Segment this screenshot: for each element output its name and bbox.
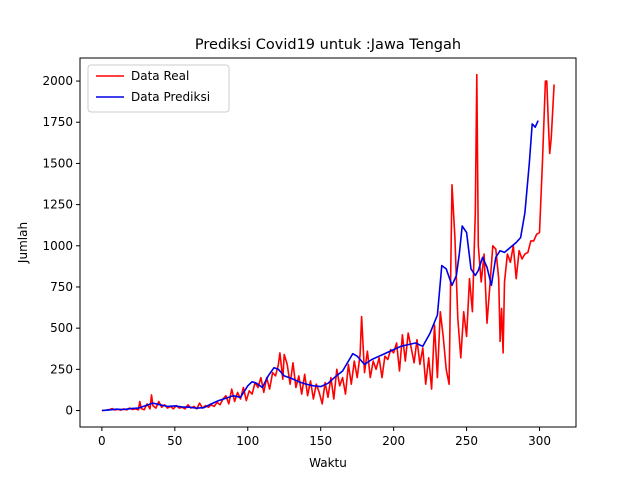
x-tick-label: 300 [528,434,551,448]
y-tick-label: 1500 [42,156,73,170]
y-tick-label: 500 [50,321,73,335]
plot-area [79,57,577,428]
y-tick-label: 1750 [42,115,73,129]
legend: Data Real Data Prediksi [87,64,230,113]
y-tick-label: 750 [50,280,73,294]
y-tick-label: 1250 [42,198,73,212]
series-line-data-prediksi [101,120,539,412]
legend-entry-label: Data Real [131,69,189,83]
y-tick-label: 2000 [42,74,73,88]
y-tick-label: 1000 [42,239,73,253]
x-tick-label: 150 [309,434,332,448]
chart-title: Prediksi Covid19 untuk :Jawa Tengah [195,37,461,53]
x-tick-label: 0 [98,434,106,448]
axes-frame [79,57,577,428]
y-axis-ticks: 0 250 500 750 1000 1250 1500 1750 2000 [42,74,80,418]
y-tick-label: 0 [65,404,73,418]
x-tick-label: 250 [455,434,478,448]
x-tick-label: 50 [167,434,182,448]
y-axis-label: Jumlah [16,222,30,264]
x-tick-label: 200 [382,434,405,448]
series-layer [101,73,555,412]
legend-entry-label: Data Prediksi [131,90,210,104]
y-tick-label: 250 [50,362,73,376]
x-tick-label: 100 [236,434,259,448]
x-axis-ticks: 0 50 100 150 200 250 300 [98,427,551,448]
x-axis-label: Waktu [309,456,347,470]
